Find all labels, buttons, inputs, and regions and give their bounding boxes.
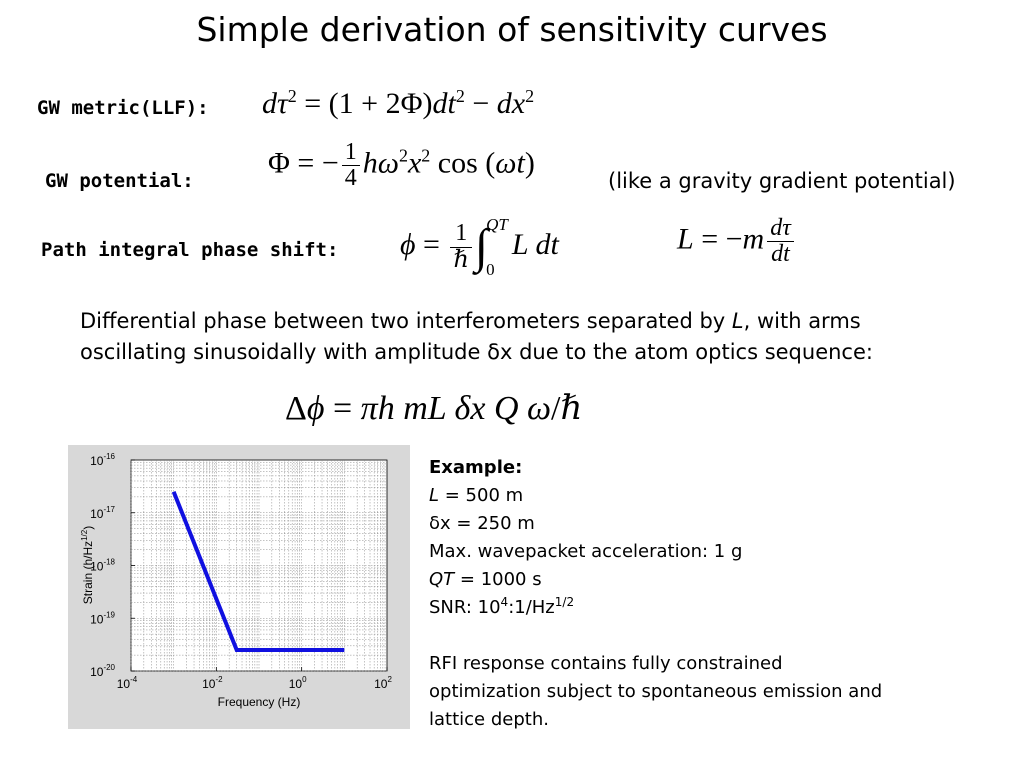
ticks: [130, 459, 388, 672]
y-axis-label: Strain (h/Hz1/2): [80, 526, 95, 604]
y-tick-labels: 10-20 10-19 10-18 10-17 10-16: [90, 452, 115, 679]
x-tick-labels: 10-4 10-2 100 102: [117, 675, 393, 691]
y-tick-label: 10-16: [90, 452, 115, 468]
sensitivity-curve: [171, 491, 345, 653]
rfi-note: RFI response contains fully constrained …: [429, 653, 883, 730]
y-tick-label: 10-19: [90, 610, 115, 626]
gw-potential-label: GW potential:: [45, 170, 194, 192]
y-tick-label: 10-20: [90, 663, 115, 679]
example-amplitude: δx = 250 m: [429, 513, 535, 534]
lagrangian-equation: L = −m dτ dt: [677, 215, 797, 267]
gw-metric-label: GW metric(LLF):: [37, 97, 209, 119]
example-length: L = 500 m: [429, 485, 524, 506]
x-tick-label: 10-4: [117, 675, 138, 691]
example-qt: QT = 1000 s: [429, 569, 542, 590]
gw-metric-equation: dτ2 = (1 + 2Φ)dt2 − dx2: [262, 86, 535, 120]
x-tick-label: 100: [289, 675, 307, 691]
description-paragraph: Differential phase between two interfero…: [80, 309, 873, 364]
example-snr: SNR: 104:1/Hz1/2: [429, 595, 575, 618]
example-heading: Example:: [429, 457, 523, 478]
phase-shift-label: Path integral phase shift:: [41, 239, 339, 261]
y-tick-label: 10-18: [90, 558, 115, 574]
slide-title: Simple derivation of sensitivity curves: [196, 10, 828, 49]
grid: [130, 460, 387, 672]
potential-note: (like a gravity gradient potential): [608, 169, 956, 193]
gw-potential-equation: Φ = −1 4 hω2x2 cos (ωt): [268, 139, 535, 192]
phase-shift-equation: ϕ = 1 ℏ ∫ QT 0 L dt: [400, 215, 559, 279]
x-tick-label: 102: [374, 675, 392, 691]
x-tick-label: 10-2: [202, 675, 223, 691]
example-acceleration: Max. wavepacket acceleration: 1 g: [429, 541, 743, 562]
example-block: Example: L = 500 m δx = 250 m Max. wavep…: [429, 454, 889, 734]
sensitivity-chart: 10-4 10-2 100 102 10-20 10-19 10-18 10-17 10-16…: [80, 452, 393, 709]
differential-phase-equation: Δϕ = πh mL δx Q ω/ℏ: [285, 390, 583, 427]
y-tick-label: 10-17: [90, 505, 115, 521]
x-axis-label: Frequency (Hz): [218, 695, 301, 709]
